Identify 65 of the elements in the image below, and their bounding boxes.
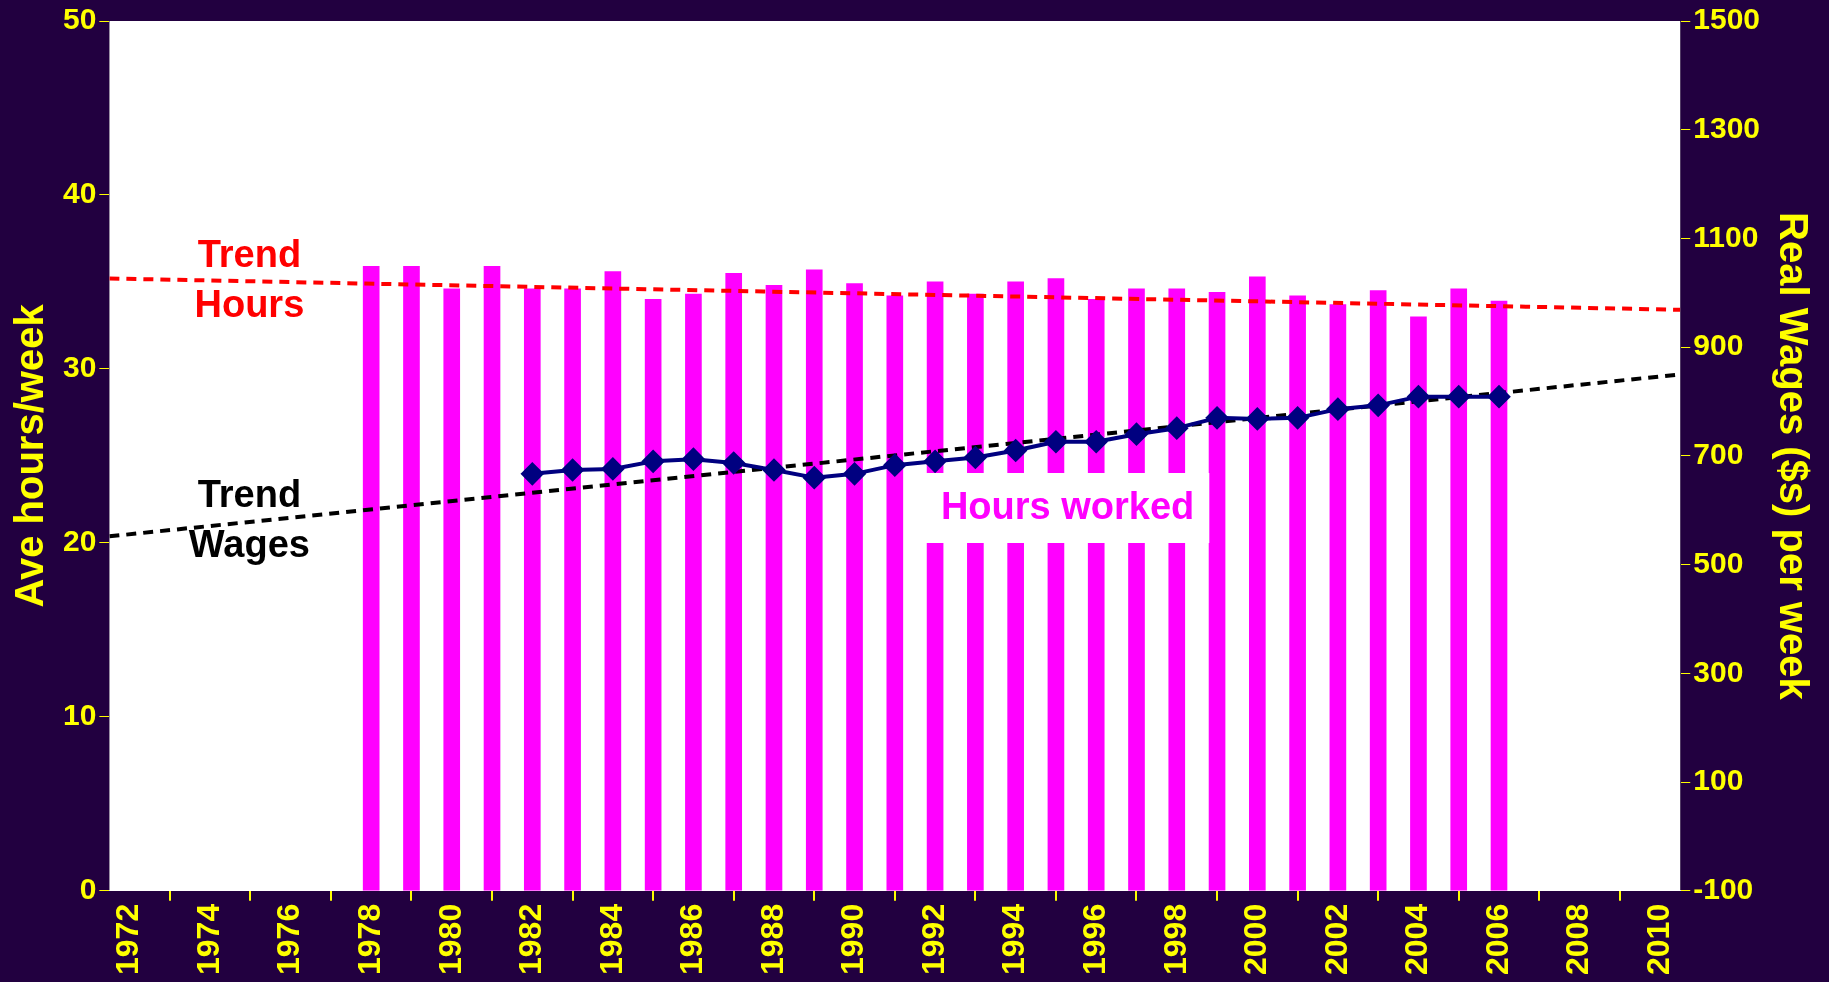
y-tick-label: 0 [79, 872, 97, 906]
y2-tick-label: -100 [1693, 872, 1754, 906]
x-tick-label: 2008 [1559, 903, 1596, 975]
point [1206, 406, 1229, 429]
y2-tick-label: 700 [1693, 437, 1744, 471]
x-tick-label: 2010 [1639, 903, 1676, 975]
x-tick-label: 1974 [189, 903, 226, 975]
point [1447, 385, 1470, 408]
point [1326, 398, 1349, 421]
series-label: Trend Hours [194, 232, 305, 325]
y2-tick-label: 1500 [1693, 2, 1761, 36]
x-tick-label: 1972 [109, 903, 146, 975]
point [1085, 430, 1108, 453]
point [883, 454, 906, 477]
point [642, 450, 665, 473]
y-tick-label: 10 [62, 698, 97, 732]
point [561, 459, 584, 482]
x-tick-label: 1996 [1076, 903, 1113, 975]
y2-axis-title: Real Wages ($s) per week [1771, 212, 1816, 701]
point [521, 462, 544, 485]
point [682, 448, 705, 471]
point [1246, 407, 1269, 430]
x-tick-label: 2002 [1317, 903, 1354, 975]
x-tick-label: 1982 [512, 903, 549, 975]
point [1407, 385, 1430, 408]
y-tick-label: 40 [62, 176, 97, 210]
x-tick-label: 1980 [431, 903, 468, 975]
x-tick-label: 1986 [673, 903, 710, 975]
x-tick-label: 2006 [1478, 903, 1515, 975]
y2-tick-label: 100 [1693, 763, 1744, 797]
y-axis-title: Ave hours/week [7, 303, 52, 608]
y2-tick-label: 1100 [1693, 219, 1759, 253]
y2-tick-label: 900 [1693, 328, 1744, 362]
y-tick-label: 20 [62, 524, 97, 558]
y2-tick-label: 300 [1693, 654, 1744, 688]
x-tick-label: 2000 [1237, 903, 1274, 975]
x-tick-label: 1978 [351, 903, 388, 975]
x-tick-label: 1994 [995, 903, 1032, 975]
series-label: Trend Wages [188, 472, 310, 565]
point [601, 457, 624, 480]
y-tick-label: 50 [62, 2, 97, 36]
point [1004, 439, 1027, 462]
point [1125, 423, 1148, 446]
y2-tick-label: 1300 [1693, 110, 1761, 144]
point [1165, 417, 1188, 440]
point [1286, 406, 1309, 429]
point [843, 462, 866, 485]
x-tick-label: 1990 [834, 903, 871, 975]
point [924, 450, 947, 473]
y2-tick-label: 500 [1693, 545, 1744, 579]
point [1488, 385, 1511, 408]
x-tick-label: 1998 [1156, 903, 1193, 975]
x-tick-label: 1976 [270, 903, 307, 975]
series-label: Hours worked [940, 484, 1195, 527]
point [1044, 430, 1067, 453]
point [1367, 394, 1390, 417]
x-tick-label: 1984 [592, 903, 629, 975]
x-tick-label: 1992 [914, 903, 951, 975]
x-tick-label: 2004 [1398, 903, 1435, 975]
point [964, 446, 987, 469]
x-tick-label: 1988 [753, 903, 790, 975]
y-tick-label: 30 [62, 350, 97, 384]
point [762, 459, 785, 482]
point [803, 466, 826, 489]
point [722, 451, 745, 474]
